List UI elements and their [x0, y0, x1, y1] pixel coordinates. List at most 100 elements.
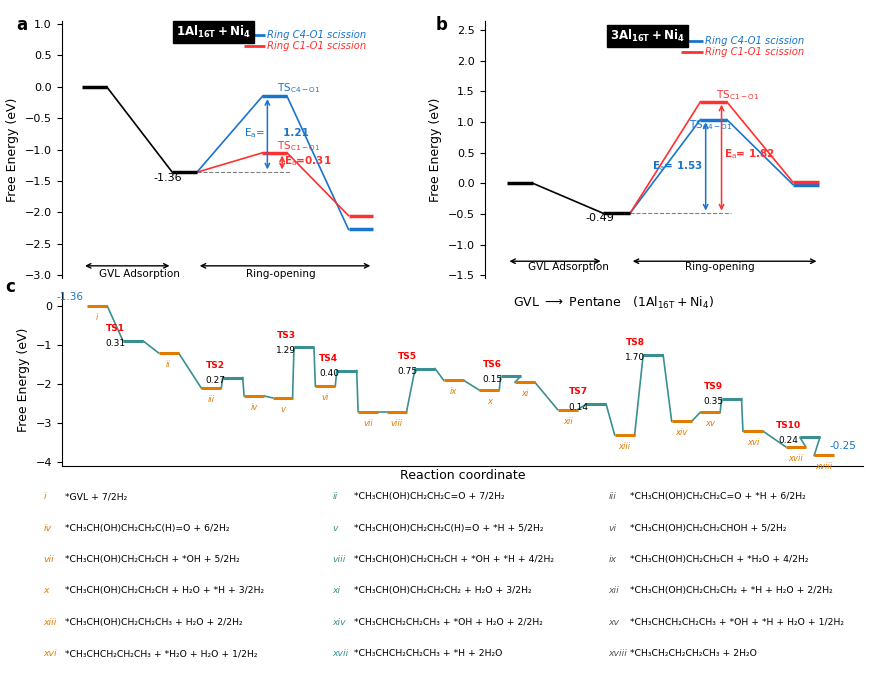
Text: v: v	[332, 523, 337, 532]
Text: xvi: xvi	[43, 649, 57, 658]
Text: *CH₃CH(OH)CH₂CH₂CH + *OH + *H + 4/2H₂: *CH₃CH(OH)CH₂CH₂CH + *OH + *H + 4/2H₂	[351, 555, 554, 564]
Text: Ring C4-O1 scission: Ring C4-O1 scission	[705, 36, 804, 46]
Text: v: v	[280, 405, 285, 414]
Text: xi: xi	[332, 587, 340, 596]
Text: xiv: xiv	[676, 429, 688, 437]
Text: viii: viii	[390, 418, 403, 427]
Text: TS$_{\rm C4-O1}$: TS$_{\rm C4-O1}$	[277, 81, 320, 95]
Text: *CH₃CH(OH)CH₂CH₂CH₂ + *H + H₂O + 2/2H₂: *CH₃CH(OH)CH₂CH₂CH₂ + *H + H₂O + 2/2H₂	[627, 587, 833, 596]
Text: iv: iv	[250, 403, 258, 412]
Text: *CH₃CH(OH)CH₂CH₂C(H)=O + 6/2H₂: *CH₃CH(OH)CH₂CH₂C(H)=O + 6/2H₂	[62, 523, 230, 532]
Text: TS$_{\rm C4-O1}$: TS$_{\rm C4-O1}$	[689, 118, 733, 132]
Text: *CH₃CH(OH)CH₂CH₂C=O + *H + 6/2H₂: *CH₃CH(OH)CH₂CH₂C=O + *H + 6/2H₂	[627, 492, 806, 501]
Text: 0.31: 0.31	[105, 339, 125, 348]
Text: E$_{\rm a}$= 1.82: E$_{\rm a}$= 1.82	[723, 148, 774, 161]
Text: 0.27: 0.27	[205, 376, 225, 385]
Text: -1.36: -1.36	[56, 292, 83, 302]
Text: *CH₃CH(OH)CH₂CH₂CH₂ + H₂O + 3/2H₂: *CH₃CH(OH)CH₂CH₂CH₂ + H₂O + 3/2H₂	[351, 587, 531, 596]
Text: *CH₃CH(OH)CH₂CH₂CH + *OH + 5/2H₂: *CH₃CH(OH)CH₂CH₂CH + *OH + 5/2H₂	[62, 555, 240, 564]
Text: *CH₃CH(OH)CH₂CH₂C(H)=O + *H + 5/2H₂: *CH₃CH(OH)CH₂CH₂C(H)=O + *H + 5/2H₂	[351, 523, 544, 532]
Text: $\mathbf{3Al_{16T}+Ni_4}$: $\mathbf{3Al_{16T}+Ni_4}$	[611, 28, 685, 45]
Text: i: i	[96, 313, 99, 322]
Text: Ring C4-O1 scission: Ring C4-O1 scission	[267, 31, 366, 40]
Text: GVL Adsorption: GVL Adsorption	[99, 269, 180, 279]
Text: Ring C1-O1 scission: Ring C1-O1 scission	[705, 47, 804, 57]
Text: 1.70: 1.70	[626, 354, 646, 363]
Y-axis label: Free Energy (eV): Free Energy (eV)	[429, 97, 442, 202]
Text: xvi: xvi	[747, 438, 759, 447]
Text: Ring-opening: Ring-opening	[246, 269, 315, 279]
Text: b: b	[435, 16, 448, 33]
Text: -1.36: -1.36	[154, 173, 182, 183]
Text: 1.21: 1.21	[265, 128, 309, 138]
Text: *GVL + 7/2H₂: *GVL + 7/2H₂	[62, 492, 127, 501]
Text: TS4: TS4	[319, 354, 338, 363]
Text: xviii: xviii	[609, 649, 627, 658]
Text: TS9: TS9	[704, 382, 723, 391]
Text: x: x	[486, 397, 492, 406]
Text: *CH₃CH(OH)CH₂CH₂CH + *H₂O + 4/2H₂: *CH₃CH(OH)CH₂CH₂CH + *H₂O + 4/2H₂	[627, 555, 809, 564]
Text: *CH₃CH(OH)CH₂CH₂CH₃ + H₂O + 2/2H₂: *CH₃CH(OH)CH₂CH₂CH₃ + H₂O + 2/2H₂	[62, 618, 242, 627]
Text: *CH₃CHCH₂CH₂CH₃ + *H₂O + H₂O + 1/2H₂: *CH₃CHCH₂CH₂CH₃ + *H₂O + H₂O + 1/2H₂	[62, 649, 257, 658]
Text: TS6: TS6	[484, 360, 502, 369]
Y-axis label: Free Energy (eV): Free Energy (eV)	[17, 327, 30, 432]
Text: vi: vi	[322, 393, 329, 402]
Text: iii: iii	[609, 492, 617, 501]
Text: xv: xv	[609, 618, 619, 627]
Text: 0.75: 0.75	[397, 367, 418, 376]
Text: 0.24: 0.24	[779, 436, 798, 445]
Text: E$_{\rm a}$=0.31: E$_{\rm a}$=0.31	[285, 155, 331, 168]
X-axis label: Reaction coordinate: Reaction coordinate	[400, 469, 525, 482]
Text: TS$_{\rm C1-O1}$: TS$_{\rm C1-O1}$	[277, 139, 320, 153]
Text: 0.15: 0.15	[483, 375, 503, 383]
Text: TS5: TS5	[398, 351, 417, 361]
Text: xiii: xiii	[618, 442, 631, 451]
Text: *CH₃CHCH₂CH₂CH₃ + *H + 2H₂O: *CH₃CHCH₂CH₂CH₃ + *H + 2H₂O	[351, 649, 502, 658]
Text: ii: ii	[332, 492, 337, 501]
Text: viii: viii	[332, 555, 345, 564]
Text: E$_{\rm a}$=: E$_{\rm a}$=	[244, 126, 265, 140]
Text: TS2: TS2	[205, 361, 225, 370]
Text: *CH₃CH(OH)CH₂CH₂C=O + 7/2H₂: *CH₃CH(OH)CH₂CH₂C=O + 7/2H₂	[351, 492, 505, 501]
Text: GVL $\longrightarrow$ Pentane   ($\mathregular{1Al_{16T}+Ni_4}$): GVL $\longrightarrow$ Pentane ($\mathreg…	[514, 295, 714, 311]
Text: -0.49: -0.49	[586, 213, 614, 223]
Text: E$_{\rm a}$= 1.53: E$_{\rm a}$= 1.53	[653, 159, 703, 173]
Text: i: i	[43, 492, 46, 501]
Text: *CH₃CH₂CH₂CH₂CH₃ + 2H₂O: *CH₃CH₂CH₂CH₂CH₃ + 2H₂O	[627, 649, 757, 658]
Text: 1.29: 1.29	[276, 346, 296, 355]
Text: Ring-opening: Ring-opening	[685, 262, 755, 272]
Text: *CH₃CH(OH)CH₂CH₂CHOH + 5/2H₂: *CH₃CH(OH)CH₂CH₂CHOH + 5/2H₂	[627, 523, 787, 532]
Text: TS1: TS1	[106, 324, 124, 333]
Text: *CH₃CH(OH)CH₂CH₂CH + H₂O + *H + 3/2H₂: *CH₃CH(OH)CH₂CH₂CH + H₂O + *H + 3/2H₂	[62, 587, 264, 596]
Text: TS8: TS8	[626, 338, 645, 347]
Text: vii: vii	[43, 555, 55, 564]
Text: x: x	[43, 587, 49, 596]
Text: ii: ii	[167, 360, 171, 369]
Text: 0.35: 0.35	[704, 397, 724, 406]
Text: TS10: TS10	[776, 420, 801, 429]
Text: *CH₃CHCH₂CH₂CH₃ + *OH + *H + H₂O + 1/2H₂: *CH₃CHCH₂CH₂CH₃ + *OH + *H + H₂O + 1/2H₂	[627, 618, 844, 627]
Text: xiv: xiv	[332, 618, 346, 627]
Text: -0.25: -0.25	[830, 441, 856, 452]
Text: xi: xi	[522, 389, 529, 398]
Text: a: a	[16, 16, 27, 33]
Text: xvii: xvii	[332, 649, 349, 658]
Text: iv: iv	[43, 523, 52, 532]
Text: ix: ix	[609, 555, 617, 564]
Text: TS3: TS3	[277, 331, 296, 340]
Text: Ring C1-O1 scission: Ring C1-O1 scission	[267, 41, 366, 51]
Text: ix: ix	[450, 388, 457, 396]
Text: xiii: xiii	[43, 618, 57, 627]
Text: 0.40: 0.40	[319, 369, 339, 378]
Text: xviii: xviii	[816, 462, 833, 471]
Text: GVL Adsorption: GVL Adsorption	[528, 262, 609, 272]
Text: *CH₃CHCH₂CH₂CH₃ + *OH + H₂O + 2/2H₂: *CH₃CHCH₂CH₂CH₃ + *OH + H₂O + 2/2H₂	[351, 618, 543, 627]
Text: $\mathbf{1Al_{16T}+Ni_4}$: $\mathbf{1Al_{16T}+Ni_4}$	[176, 24, 250, 40]
Text: xv: xv	[705, 420, 715, 429]
Text: xii: xii	[609, 587, 619, 596]
Text: TS$_{\rm C1-O1}$: TS$_{\rm C1-O1}$	[715, 88, 759, 102]
Text: TS7: TS7	[569, 388, 588, 396]
Text: c: c	[5, 278, 16, 296]
Text: iii: iii	[208, 395, 215, 404]
Text: vi: vi	[609, 523, 617, 532]
